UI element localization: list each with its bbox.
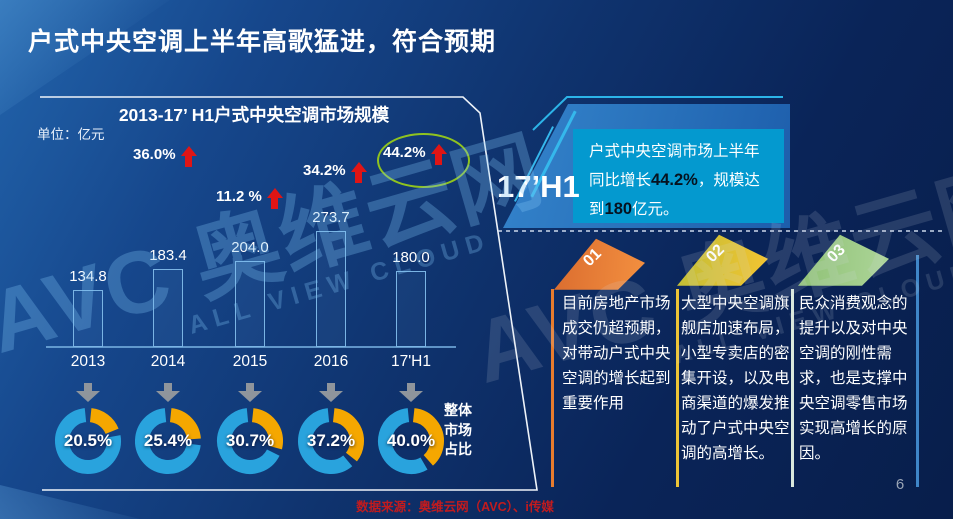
- up-arrow-icon: [266, 188, 283, 210]
- down-arrow-icon: [156, 383, 180, 402]
- growth-label-3: 44.2%: [383, 144, 447, 166]
- growth-value: 36.0%: [133, 146, 176, 163]
- callout-growth-value: 44.2%: [651, 171, 698, 189]
- ribbon-02: 02: [671, 232, 771, 288]
- bar-2015: [235, 261, 265, 347]
- bar-17'H1: [396, 271, 426, 347]
- bar-category-2016: 2016: [313, 353, 349, 370]
- highlight-ellipse: [377, 133, 470, 188]
- ribbon-03: 03: [792, 232, 892, 288]
- callout-box: 户式中央空调市场上半年同比增长44.2%，规模达到180亿元。: [573, 129, 784, 223]
- donut-value-label: 25.4%: [143, 431, 193, 450]
- source-note: 数据来源：奥维云网（AVC）、i传媒: [356, 500, 554, 514]
- bar-category-2015: 2015: [232, 353, 268, 370]
- donut-value-label: 37.2%: [306, 431, 356, 450]
- up-arrow-icon: [180, 146, 197, 168]
- bar-category-2013: 2013: [70, 353, 106, 370]
- bar-value-2014: 183.4: [149, 247, 187, 264]
- down-arrow-icon: [238, 383, 262, 402]
- insight-line-2: [676, 289, 679, 487]
- donut-value-label: 20.5%: [63, 431, 113, 450]
- callout-prefix: 户式中央空调市场上半年同比增长: [589, 143, 760, 189]
- down-arrow-icon: [76, 383, 100, 402]
- insight-text-03: 民众消费观念的提升以及对中央空调的刚性需求，也是支撑中央空调零售市场实现高增长的…: [799, 295, 908, 462]
- donut-value-label: 30.7%: [225, 431, 275, 450]
- insight-text-02: 大型中央空调旗舰店加速布局，小型专卖店的密集开设，以及电商渠道的爆发推动了户式中…: [681, 295, 790, 462]
- callout-scale-value: 180: [604, 200, 633, 218]
- insight-text-01: 目前房地产市场成交仍超预期，对带动户式中央空调的增长起到重要作用: [562, 295, 671, 412]
- insight-line-3: [791, 289, 794, 487]
- growth-label-2: 34.2%: [303, 162, 367, 184]
- donut-2013: 20.5%: [53, 406, 123, 476]
- bar-value-2013: 134.8: [69, 268, 107, 285]
- page-number: 6: [895, 476, 905, 493]
- slide-title: 户式中央空调上半年高歌猛进，符合预期: [28, 28, 497, 56]
- donut-2016: 37.2%: [296, 406, 366, 476]
- bar-value-2015: 204.0: [231, 239, 269, 256]
- chart-panel-border: [40, 96, 538, 491]
- right-edge-line: [916, 255, 919, 487]
- up-arrow-icon: [430, 144, 447, 166]
- donut-2015: 30.7%: [215, 406, 285, 476]
- growth-label-0: 36.0%: [133, 146, 197, 168]
- callout-middle: ，规模达到: [589, 172, 760, 218]
- growth-value: 44.2%: [383, 144, 426, 161]
- chart-title: 2013-17’ H1户式中央空调市场规模: [118, 105, 390, 125]
- growth-value: 34.2%: [303, 162, 346, 179]
- donut-value-label: 40.0%: [386, 431, 436, 450]
- unit-label: 单位：亿元: [37, 127, 105, 142]
- share-caption: 整体 市场 占比: [444, 402, 472, 457]
- bar-2014: [153, 269, 183, 347]
- banner-accent-line: [532, 96, 783, 131]
- bar-category-2014: 2014: [150, 353, 186, 370]
- bar-value-2016: 273.7: [312, 209, 350, 226]
- bar-category-17'H1: 17'H1: [390, 353, 431, 370]
- ribbon-01: 01: [548, 236, 648, 292]
- insight-line-1: [551, 289, 554, 487]
- donut-2014: 25.4%: [133, 406, 203, 476]
- bar-2013: [73, 290, 103, 347]
- down-arrow-icon: [319, 383, 343, 402]
- up-arrow-icon: [350, 162, 367, 184]
- growth-label-1: 11.2 %: [216, 188, 283, 210]
- growth-value: 11.2 %: [216, 188, 262, 205]
- donut-17'H1: 40.0%: [376, 406, 446, 476]
- period-label: 17’H1: [497, 169, 580, 204]
- bar-value-17'H1: 180.0: [392, 249, 430, 266]
- down-arrow-icon: [399, 383, 423, 402]
- bar-2016: [316, 231, 346, 347]
- callout-suffix: 亿元。: [632, 201, 679, 218]
